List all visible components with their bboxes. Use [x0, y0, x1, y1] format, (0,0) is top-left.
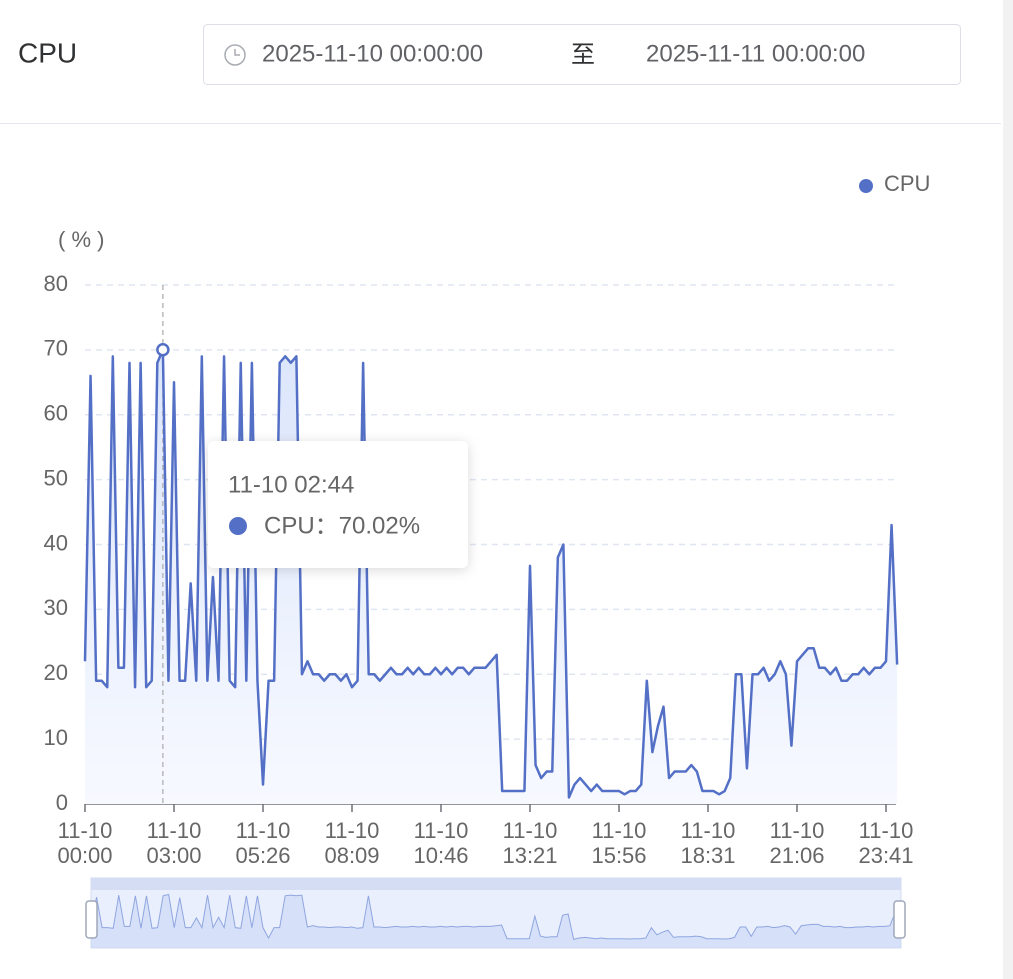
y-tick-label: 70: [44, 336, 68, 361]
range-separator: 至: [571, 41, 595, 68]
x-tick-label: 11-10 18:31: [680, 818, 736, 868]
tooltip: [208, 441, 468, 568]
hover-point: [156, 342, 170, 357]
legend-marker: [859, 179, 873, 193]
page-title: CPU: [18, 37, 77, 68]
start-date[interactable]: 2025-11-10 00:00:00: [262, 40, 483, 67]
y-tick-label: 50: [44, 465, 68, 490]
y-tick-label: 0: [56, 790, 68, 815]
x-tick-label: 11-10 15:56: [591, 818, 647, 868]
y-unit: ( % ): [58, 227, 104, 252]
series-line: [83, 348, 899, 799]
zoom-line: [90, 893, 902, 940]
clock-icon: [224, 44, 246, 66]
x-tick-label: 11-10 13:21: [502, 818, 558, 868]
zoom-area: [91, 894, 901, 948]
tooltip-value: CPU：70.02%: [264, 512, 420, 539]
zoom-handle[interactable]: [85, 900, 98, 939]
x-tick-label: 11-10 08:09: [324, 818, 380, 868]
date-range-picker[interactable]: [203, 24, 961, 85]
x-tick-label: 11-10 10:46: [413, 818, 469, 868]
y-tick-label: 40: [44, 530, 68, 555]
y-tick-label: 60: [44, 401, 68, 426]
clock-hands: [234, 49, 240, 56]
x-tick-label: 11-10 03:00: [146, 818, 202, 868]
y-tick-label: 80: [44, 271, 68, 296]
x-tick-label: 11-10 21:06: [769, 818, 825, 868]
x-tick-label: 11-10 00:00: [57, 818, 113, 868]
legend-label: CPU: [884, 171, 930, 196]
scrollbar[interactable]: [1003, 0, 1013, 979]
tooltip-title: 11-10 02:44: [228, 471, 354, 498]
y-tick-label: 20: [44, 660, 68, 685]
zoom-handle[interactable]: [893, 900, 906, 939]
zoom-bar: [91, 878, 901, 890]
end-date[interactable]: 2025-11-11 00:00:00: [646, 40, 865, 67]
y-tick-label: 10: [44, 725, 68, 750]
x-tick-label: 11-10 23:41: [858, 818, 914, 868]
tooltip-marker: [229, 517, 247, 535]
y-tick-label: 30: [44, 595, 68, 620]
x-tick-label: 11-10 05:26: [235, 818, 291, 868]
